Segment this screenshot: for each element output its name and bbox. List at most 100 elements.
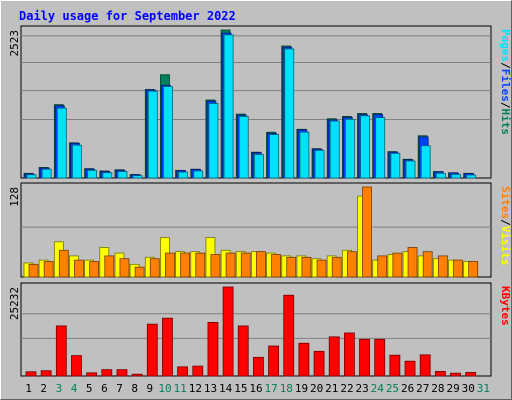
x-tick-label-day-17: 17: [265, 382, 278, 395]
bar-kbytes-day-22: [343, 332, 355, 377]
x-tick-label-day-9: 9: [147, 382, 154, 395]
x-tick-label-day-20: 20: [310, 382, 323, 395]
x-tick-label-day-18: 18: [280, 382, 293, 395]
x-tick-label-day-13: 13: [204, 382, 217, 395]
bar-pages-day-25: [390, 152, 401, 179]
x-tick-label-day-25: 25: [386, 382, 399, 395]
bar-pages-day-2: [41, 168, 52, 179]
x-tick-label-day-29: 29: [446, 382, 459, 395]
bar-sites-day-20: [316, 259, 327, 278]
bar-pages-day-5: [87, 169, 98, 179]
x-tick-label-day-1: 1: [25, 382, 32, 395]
bar-pages-day-3: [56, 107, 67, 179]
x-tick-label-day-2: 2: [40, 382, 47, 395]
panel-visits-sites: 128 Sites/Visits: [8, 182, 512, 278]
x-tick-label-day-14: 14: [219, 382, 233, 395]
bar-sites-day-26: [407, 247, 418, 278]
bar-kbytes-day-26: [404, 360, 416, 377]
bar-pages-day-20: [314, 150, 325, 179]
bar-kbytes-day-15: [237, 325, 249, 377]
bar-pages-day-10: [163, 86, 173, 179]
bar-pages-day-22: [344, 118, 355, 179]
bar-sites-day-27: [422, 251, 433, 278]
bar-sites-day-23: [362, 186, 372, 278]
bar-sites-day-12: [195, 252, 206, 278]
bar-kbytes-day-21: [328, 336, 340, 377]
side-legend-part: Hits: [499, 109, 512, 136]
bar-kbytes-day-9: [146, 323, 158, 377]
x-tick-label-day-24: 24: [371, 382, 385, 395]
bar-pages-day-11: [178, 171, 189, 179]
x-tick-label-day-30: 30: [462, 382, 475, 395]
bar-pages-day-27: [420, 145, 431, 179]
bar-pages-day-18: [284, 48, 295, 179]
bar-sites-day-4: [74, 259, 84, 278]
bar-sites-day-25: [392, 252, 403, 278]
x-tick-label-day-19: 19: [295, 382, 308, 395]
bar-kbytes-day-16: [253, 356, 264, 377]
x-tick-label-day-11: 11: [174, 382, 187, 395]
bar-pages-day-24: [375, 117, 386, 179]
bar-sites-day-30: [468, 261, 479, 278]
bar-sites-day-14: [225, 252, 236, 278]
side-legend-part: /: [499, 62, 512, 69]
bar-pages-day-9: [147, 90, 158, 179]
chart-title: Daily usage for September 2022: [19, 9, 236, 23]
x-tick-label-day-16: 16: [249, 382, 262, 395]
bar-kbytes-day-12: [192, 365, 204, 377]
bar-kbytes-day-13: [207, 321, 219, 377]
bar-sites-day-28: [437, 255, 448, 278]
x-tick-label-day-27: 27: [416, 382, 429, 395]
bar-kbytes-day-8: [131, 373, 143, 377]
bar-pages-day-15: [238, 116, 249, 179]
bar-sites-day-1: [28, 263, 39, 278]
y-max-label: 128: [8, 187, 21, 207]
bar-pages-day-7: [117, 171, 128, 179]
y-max-label: 25232: [8, 287, 21, 320]
bar-pages-day-13: [208, 103, 219, 179]
side-legend-part: Pages: [499, 29, 512, 62]
bar-sites-day-16: [256, 251, 266, 278]
bar-kbytes-day-3: [55, 325, 67, 377]
bar-sites-day-21: [331, 256, 342, 278]
x-tick-label-day-22: 22: [340, 382, 353, 395]
bar-kbytes-day-29: [450, 372, 461, 377]
bar-kbytes-day-20: [313, 350, 325, 377]
x-tick-label-day-23: 23: [356, 382, 369, 395]
x-tick-label-day-28: 28: [431, 382, 444, 395]
x-tick-label-day-6: 6: [101, 382, 108, 395]
bar-sites-day-18: [286, 256, 297, 278]
bar-pages-day-1: [26, 174, 37, 179]
bar-kbytes-day-6: [101, 369, 113, 377]
x-tick-label-day-5: 5: [86, 382, 93, 395]
side-legend-part: Visits: [499, 226, 512, 266]
bar-pages-day-30: [466, 174, 477, 179]
x-tick-label-day-7: 7: [116, 382, 123, 395]
bar-pages-day-4: [72, 144, 82, 179]
side-legend-part: Sites: [499, 186, 512, 219]
bar-kbytes-day-23: [359, 338, 370, 377]
bar-sites-day-15: [240, 252, 251, 278]
bar-pages-day-19: [299, 131, 310, 179]
bar-sites-day-17: [271, 254, 281, 278]
x-tick-label-day-31: 31: [477, 382, 490, 395]
panel-kbytes: 25232 KBytes: [8, 282, 512, 377]
bar-kbytes-day-18: [283, 294, 295, 377]
bar-kbytes-day-14: [222, 286, 234, 377]
y-max-label: 2523: [8, 30, 21, 57]
x-tick-label-day-8: 8: [131, 382, 138, 395]
bar-pages-day-8: [132, 175, 143, 179]
bar-kbytes-day-1: [25, 371, 37, 377]
bar-sites-day-22: [346, 251, 357, 278]
bar-kbytes-day-25: [389, 354, 401, 377]
bar-kbytes-day-27: [419, 354, 431, 377]
bar-pages-day-21: [329, 120, 340, 179]
bar-kbytes-day-30: [465, 372, 477, 377]
bar-kbytes-day-2: [40, 370, 52, 377]
bar-sites-day-2: [43, 261, 54, 278]
bar-sites-day-11: [180, 252, 191, 278]
bar-sites-day-29: [453, 259, 463, 278]
x-tick-label-day-12: 12: [189, 382, 202, 395]
